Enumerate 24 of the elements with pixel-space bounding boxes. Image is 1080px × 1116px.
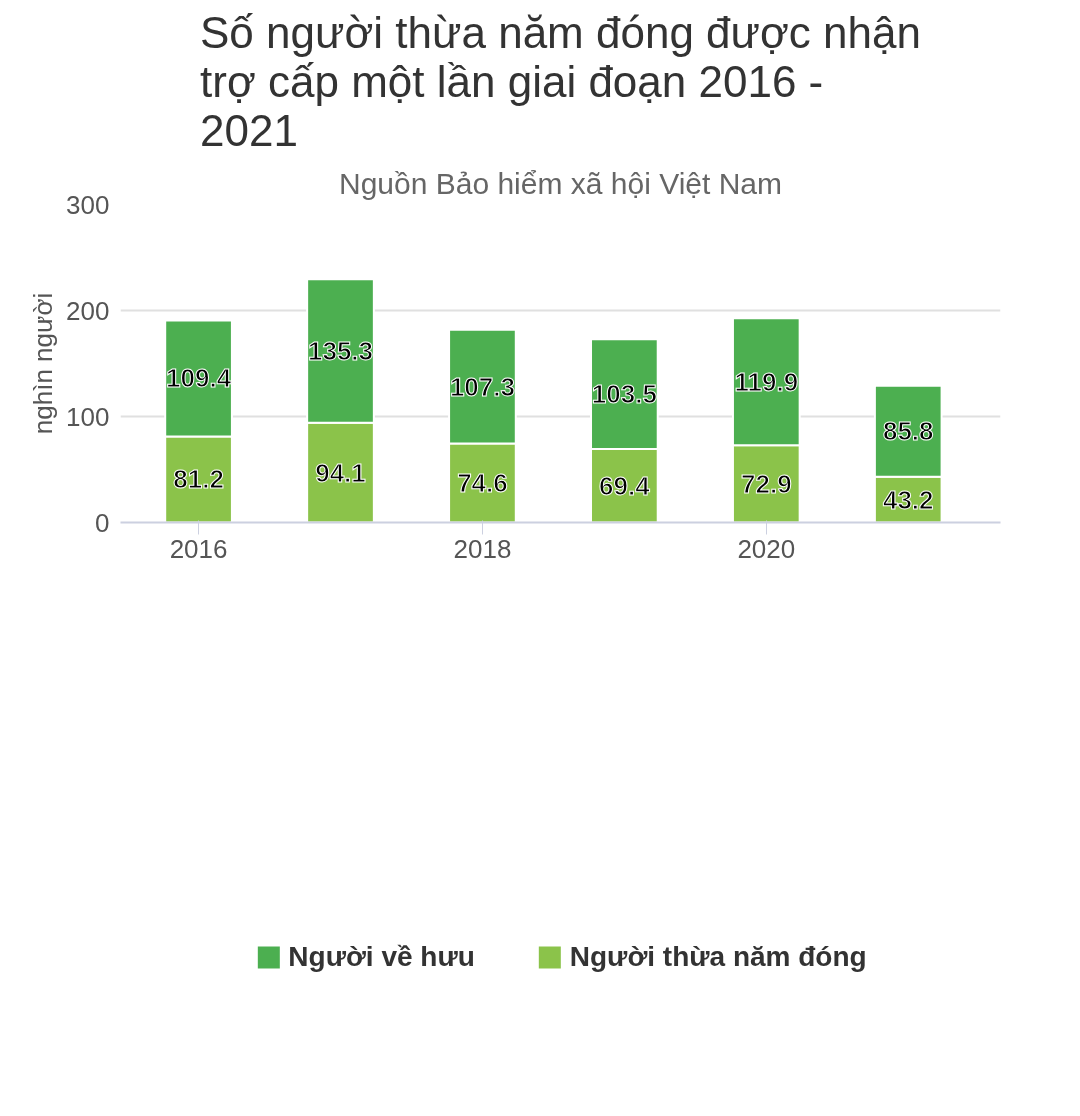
chart-subtitle: Nguồn Bảo hiểm xã hội Việt Nam	[338, 166, 783, 200]
data-label: 94.1	[315, 457, 366, 488]
data-label: 74.6	[457, 467, 508, 498]
data-label: 85.8	[882, 416, 934, 447]
legend-label: Người thừa năm đóng	[569, 941, 867, 973]
legend-label: Người về hưu	[288, 941, 475, 973]
chart-title: Số người thừa năm đóng được nhận trợ cấp một lần giai đoạn 2016 - 2021	[200, 7, 921, 155]
y-tick-label: 200	[66, 295, 110, 326]
x-tick-label: 2018	[453, 533, 512, 564]
data-label: 119.9	[734, 366, 799, 397]
y-axis-title: nghìn người	[28, 292, 59, 435]
data-label: 43.2	[882, 484, 934, 515]
data-label: 69.4	[599, 470, 651, 501]
x-tick-label: 2016	[169, 533, 228, 564]
data-label: 72.9	[741, 468, 792, 499]
x-tick-label: 2020	[737, 533, 796, 564]
y-tick-label: 100	[66, 401, 110, 432]
data-label: 81.2	[173, 464, 224, 495]
data-label: 103.5	[591, 379, 657, 410]
y-tick-label: 0	[95, 507, 110, 538]
y-tick-label: 300	[66, 189, 110, 220]
data-label: 109.4	[166, 363, 232, 394]
data-label: 107.3	[449, 371, 515, 402]
data-label: 135.3	[307, 336, 374, 367]
